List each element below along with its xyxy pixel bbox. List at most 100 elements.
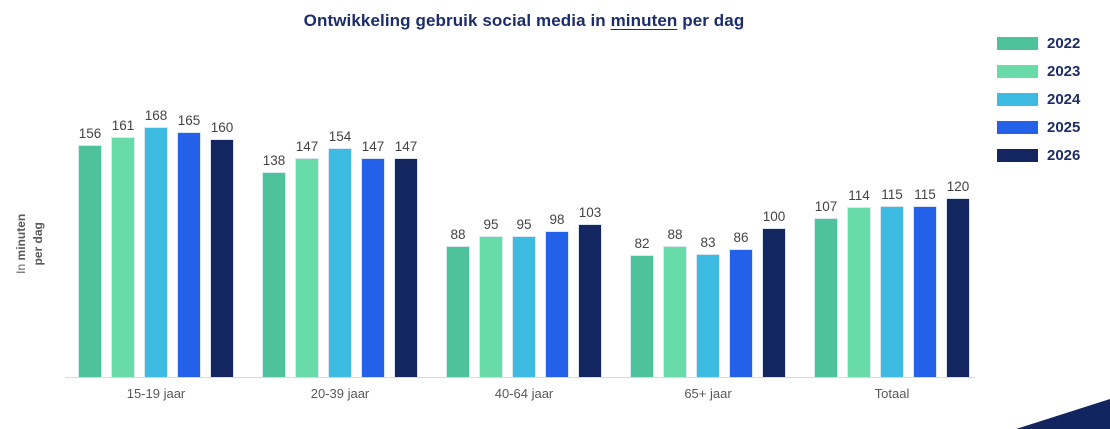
legend: 2022 2023 2024 2025 2026 — [997, 35, 1081, 164]
bar — [545, 231, 569, 377]
category-label: 15-19 jaar — [126, 386, 186, 401]
bar-value-label: 114 — [848, 188, 870, 204]
category-label: Totaal — [874, 386, 910, 401]
bar — [295, 158, 319, 377]
bar-column-2022: 156 — [78, 126, 102, 377]
bar-value-label: 115 — [881, 186, 903, 202]
bar-column-2026: 160 — [210, 120, 234, 377]
legend-label: 2024 — [1047, 91, 1081, 108]
bar-column-2025: 165 — [177, 112, 201, 377]
bar — [847, 207, 871, 377]
bar — [78, 144, 102, 377]
bar-value-label: 154 — [328, 128, 352, 144]
chart-title: Ontwikkeling gebruik social media in min… — [0, 11, 1048, 31]
bar — [210, 138, 234, 377]
bar — [946, 198, 970, 377]
bar-value-label: 83 — [700, 234, 716, 250]
legend-swatch — [997, 65, 1038, 78]
y-axis-label-line1-normal: In — [14, 263, 29, 274]
legend-label: 2023 — [1047, 63, 1081, 80]
legend-label: 2026 — [1047, 147, 1081, 164]
bar-groups: 156 161 168 165 160 138 147 154 147 147 88 95 95 98 10… — [78, 108, 970, 377]
legend-swatch — [997, 121, 1038, 134]
category-labels: 15-19 jaar 20-39 jaar 40-64 jaar 65+ jaar To… — [78, 386, 970, 401]
bar-value-label: 115 — [914, 186, 936, 202]
bar — [880, 205, 904, 377]
bar-column-2024: 154 — [328, 129, 352, 377]
bar-value-label: 95 — [516, 216, 532, 232]
bar — [814, 217, 838, 377]
bar — [446, 246, 470, 377]
bar — [663, 246, 687, 377]
legend-item-2026: 2026 — [997, 147, 1081, 164]
legend-swatch — [997, 37, 1038, 50]
bar-value-label: 168 — [144, 108, 168, 123]
legend-item-2022: 2022 — [997, 35, 1081, 52]
bar-column-2022: 88 — [446, 227, 470, 377]
bar-column-2023: 95 — [479, 217, 503, 377]
legend-label: 2025 — [1047, 119, 1081, 136]
bar-value-label: 98 — [549, 212, 565, 228]
legend-item-2024: 2024 — [997, 91, 1081, 108]
bar-value-label: 147 — [361, 139, 385, 155]
bar-column-2026: 120 — [946, 179, 970, 377]
bar — [512, 235, 536, 377]
bar-column-2026: 100 — [762, 209, 786, 377]
bar-column-2024: 83 — [696, 234, 720, 377]
bar — [762, 228, 786, 377]
bar-value-label: 86 — [733, 230, 749, 245]
bar-value-label: 147 — [295, 139, 319, 155]
bar-column-2024: 95 — [512, 217, 536, 377]
bar-group: 82 88 83 86 100 — [630, 209, 786, 377]
bar-column-2025: 98 — [545, 212, 569, 377]
y-axis-label-line1-bold: minuten — [14, 213, 29, 261]
bar-column-2023: 88 — [663, 227, 687, 377]
legend-swatch — [997, 149, 1038, 162]
legend-swatch — [997, 93, 1038, 106]
bar-column-2024: 168 — [144, 108, 168, 377]
bar-column-2026: 103 — [578, 205, 602, 377]
bar — [696, 253, 720, 377]
bar-column-2024: 115 — [880, 187, 904, 377]
bar-value-label: 156 — [78, 125, 102, 141]
title-prefix: Ontwikkeling gebruik social media in — [303, 11, 611, 30]
title-suffix: per dag — [677, 11, 745, 30]
bar-value-label: 88 — [667, 227, 683, 242]
bar — [328, 147, 352, 377]
bar-column-2025: 147 — [361, 139, 385, 377]
bar-group: 88 95 95 98 103 — [446, 205, 602, 377]
bar-group: 156 161 168 165 160 — [78, 108, 234, 377]
bar-column-2023: 161 — [111, 118, 135, 377]
bar-column-2022: 82 — [630, 236, 654, 377]
bar — [361, 158, 385, 377]
bar-value-label: 103 — [578, 204, 602, 220]
bar-column-2025: 86 — [729, 230, 753, 377]
bar — [177, 131, 201, 377]
legend-item-2023: 2023 — [997, 63, 1081, 80]
bar-value-label: 95 — [483, 216, 499, 232]
bar-value-label: 160 — [210, 119, 234, 135]
y-axis-label-line2: per dag — [31, 222, 45, 266]
bar-column-2023: 147 — [295, 139, 319, 377]
bar-value-label: 82 — [634, 236, 650, 251]
bar — [394, 158, 418, 377]
x-axis-baseline — [65, 377, 975, 378]
bar — [111, 137, 135, 377]
legend-label: 2022 — [1047, 35, 1081, 52]
y-axis-label: In minuten per dag — [13, 174, 47, 314]
category-label: 20-39 jaar — [310, 386, 370, 401]
bar-value-label: 165 — [177, 112, 201, 128]
bar-value-label: 107 — [814, 198, 838, 214]
bar-column-2022: 138 — [262, 153, 286, 377]
bar-column-2026: 147 — [394, 139, 418, 377]
bar-value-label: 138 — [262, 152, 286, 168]
category-label: 65+ jaar — [684, 386, 732, 401]
bar-value-label: 88 — [450, 227, 466, 242]
bar-value-label: 147 — [394, 139, 418, 155]
bar-value-label: 161 — [111, 118, 135, 134]
bar — [144, 127, 168, 377]
bar-column-2022: 107 — [814, 199, 838, 377]
bar — [630, 255, 654, 377]
bar-column-2025: 115 — [913, 187, 937, 377]
bar-value-label: 120 — [946, 179, 970, 195]
